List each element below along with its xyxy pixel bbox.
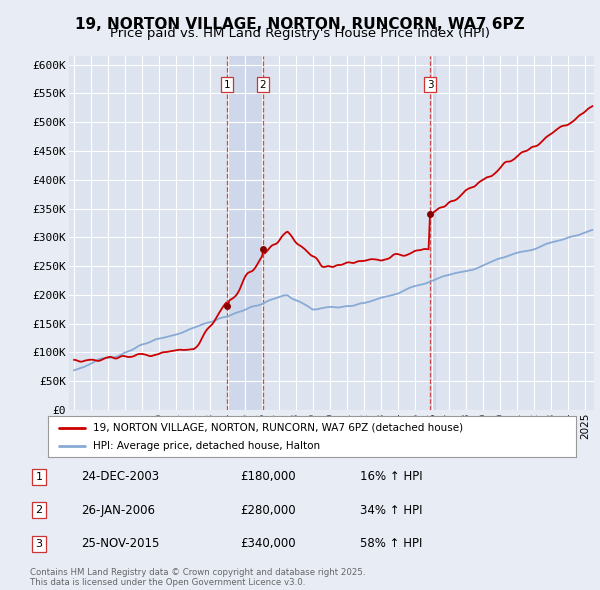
Text: 1: 1 — [224, 80, 230, 90]
Bar — [227, 56, 263, 410]
Text: £180,000: £180,000 — [240, 470, 296, 483]
Text: 26-JAN-2006: 26-JAN-2006 — [81, 504, 155, 517]
Text: 19, NORTON VILLAGE, NORTON, RUNCORN, WA7 6PZ (detached house): 19, NORTON VILLAGE, NORTON, RUNCORN, WA7… — [93, 422, 463, 432]
Bar — [430, 56, 436, 410]
Text: 24-DEC-2003: 24-DEC-2003 — [81, 470, 159, 483]
Text: 19, NORTON VILLAGE, NORTON, RUNCORN, WA7 6PZ: 19, NORTON VILLAGE, NORTON, RUNCORN, WA7… — [75, 17, 525, 31]
Text: Contains HM Land Registry data © Crown copyright and database right 2025.
This d: Contains HM Land Registry data © Crown c… — [30, 568, 365, 587]
Text: 16% ↑ HPI: 16% ↑ HPI — [360, 470, 422, 483]
Text: 2: 2 — [259, 80, 266, 90]
Text: 34% ↑ HPI: 34% ↑ HPI — [360, 504, 422, 517]
Text: 3: 3 — [427, 80, 434, 90]
Text: £280,000: £280,000 — [240, 504, 296, 517]
Text: 2: 2 — [35, 506, 43, 515]
Text: £340,000: £340,000 — [240, 537, 296, 550]
Text: 1: 1 — [35, 472, 43, 481]
Text: HPI: Average price, detached house, Halton: HPI: Average price, detached house, Halt… — [93, 441, 320, 451]
Text: 25-NOV-2015: 25-NOV-2015 — [81, 537, 160, 550]
Text: Price paid vs. HM Land Registry's House Price Index (HPI): Price paid vs. HM Land Registry's House … — [110, 27, 490, 40]
Text: 3: 3 — [35, 539, 43, 549]
Text: 58% ↑ HPI: 58% ↑ HPI — [360, 537, 422, 550]
